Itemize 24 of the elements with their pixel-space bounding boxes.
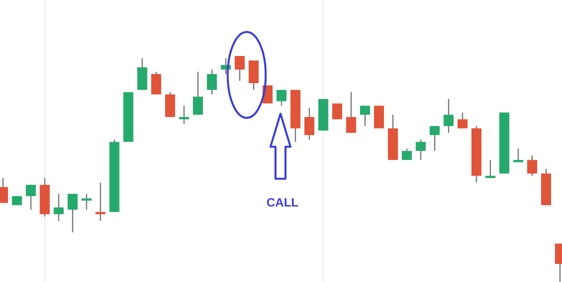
candlestick <box>206 68 217 96</box>
candlestick <box>527 154 538 176</box>
candlestick <box>151 71 162 96</box>
candlestick <box>458 112 468 129</box>
candlestick <box>68 193 78 233</box>
candlestick <box>248 60 259 90</box>
candlestick <box>430 125 440 152</box>
candlestick <box>137 58 148 90</box>
candlestick <box>234 55 245 82</box>
candlestick <box>304 107 314 140</box>
candlestick <box>444 98 454 134</box>
candlestick <box>54 193 64 222</box>
candlestick <box>276 89 286 106</box>
candlestick <box>402 148 412 161</box>
candlestick <box>374 105 384 129</box>
candlestick <box>416 139 426 161</box>
candlestick <box>346 92 356 134</box>
candlestick <box>179 105 190 124</box>
candlestick <box>26 184 36 210</box>
candlestick <box>360 105 370 127</box>
candlestick <box>165 92 176 118</box>
candlestick <box>332 102 342 120</box>
candlestick <box>192 71 203 116</box>
annotation: CALL <box>266 196 298 210</box>
